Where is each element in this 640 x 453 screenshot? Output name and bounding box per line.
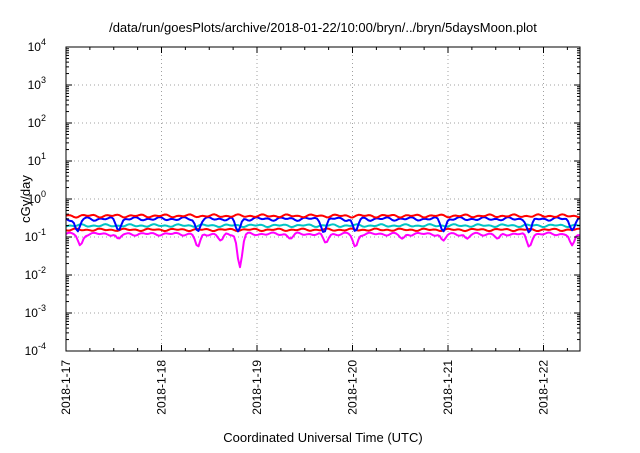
y-tick-label: 100 — [28, 189, 46, 206]
y-tick-label: 104 — [28, 37, 46, 54]
series-line — [65, 231, 580, 269]
x-tick-label: 2018-1-22 — [537, 360, 551, 415]
x-tick-label: 2018-1-17 — [59, 360, 73, 415]
y-tick-label: 102 — [28, 113, 46, 130]
grid — [66, 47, 580, 351]
series-line — [65, 216, 581, 234]
y-tick-label: 10-2 — [25, 265, 46, 282]
x-tick-label: 2018-1-19 — [250, 360, 264, 415]
y-axis-label: cGy/day — [18, 175, 33, 223]
y-tick-label: 101 — [28, 151, 46, 168]
y-tick-label: 10-4 — [25, 341, 46, 358]
x-tick-label: 2018-1-18 — [155, 360, 169, 415]
x-axis-ticks: 2018-1-17 2018-1-18 2018-1-19 2018-1-20 2018… — [59, 47, 568, 415]
series-layer — [65, 213, 581, 269]
x-tick-label: 2018-1-20 — [346, 360, 360, 415]
series-line — [65, 213, 581, 219]
chart-title: /data/run/goesPlots/archive/2018-01-22/1… — [109, 20, 537, 35]
y-axis-ticks: 10-4 10-3 10-2 10-1 100 101 102 103 104 — [25, 37, 580, 358]
y-tick-label: 10-1 — [25, 227, 46, 244]
y-tick-label: 10-3 — [25, 303, 46, 320]
x-tick-label: 2018-1-21 — [441, 360, 455, 415]
x-axis-label: Coordinated Universal Time (UTC) — [223, 430, 422, 445]
series-line — [65, 223, 581, 229]
y-tick-label: 103 — [28, 75, 46, 92]
